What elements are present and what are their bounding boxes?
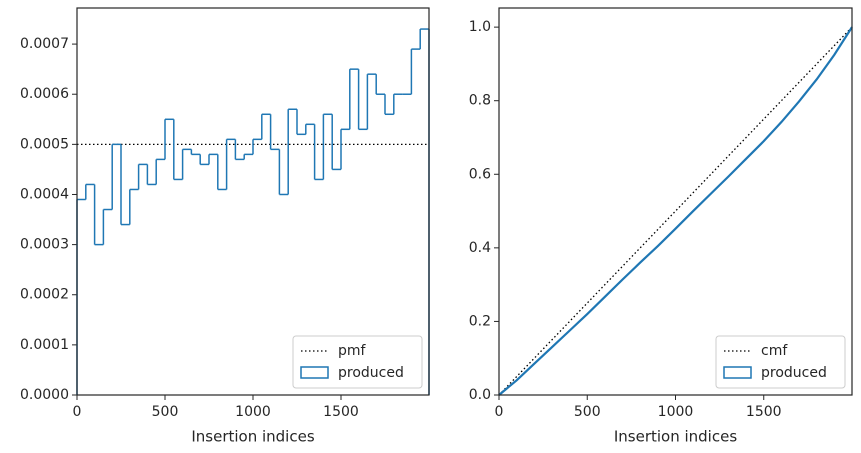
x-tick-label: 500	[152, 404, 179, 420]
y-tick-label: 0.6	[469, 166, 491, 182]
x-tick-label: 1500	[746, 404, 782, 420]
line	[498, 26, 853, 396]
y-tick-label: 0.0000	[20, 387, 69, 403]
y-tick-label: 0.0006	[20, 86, 69, 102]
y-tick-label: 0.2	[469, 313, 491, 329]
y-tick-label: 0.8	[469, 93, 491, 109]
axes-frame	[76, 7, 430, 396]
x-tick-label: 0	[495, 404, 504, 420]
y-tick-label: 0.0003	[20, 237, 69, 253]
legend-label: produced	[761, 365, 827, 381]
legend-label: produced	[338, 365, 404, 381]
x-tick-label: 1500	[323, 404, 359, 420]
y-tick-label: 0.0007	[20, 36, 69, 52]
y-tick-label: 1.0	[469, 19, 491, 35]
y-tick-label: 0.0002	[20, 287, 69, 303]
legend-label: cmf	[761, 343, 788, 359]
y-tick-label: 0.0004	[20, 186, 69, 202]
line	[498, 26, 853, 396]
x-axis-label: Insertion indices	[614, 428, 737, 446]
x-tick-label: 0	[73, 404, 82, 420]
x-tick-label: 1000	[235, 404, 271, 420]
x-tick-label: 500	[574, 404, 601, 420]
legend-patch	[723, 366, 752, 379]
x-axis-label: Insertion indices	[191, 428, 314, 446]
y-tick-label: 0.4	[469, 240, 491, 256]
legend-patch	[300, 366, 329, 379]
x-tick-label: 1000	[658, 404, 694, 420]
y-tick-label: 0.0	[469, 387, 491, 403]
legend-box	[715, 335, 846, 389]
y-tick-label: 0.0005	[20, 136, 69, 152]
axes-frame	[498, 7, 853, 396]
legend-box	[292, 335, 423, 389]
y-tick-label: 0.0001	[20, 337, 69, 353]
legend-label: pmf	[338, 343, 367, 359]
